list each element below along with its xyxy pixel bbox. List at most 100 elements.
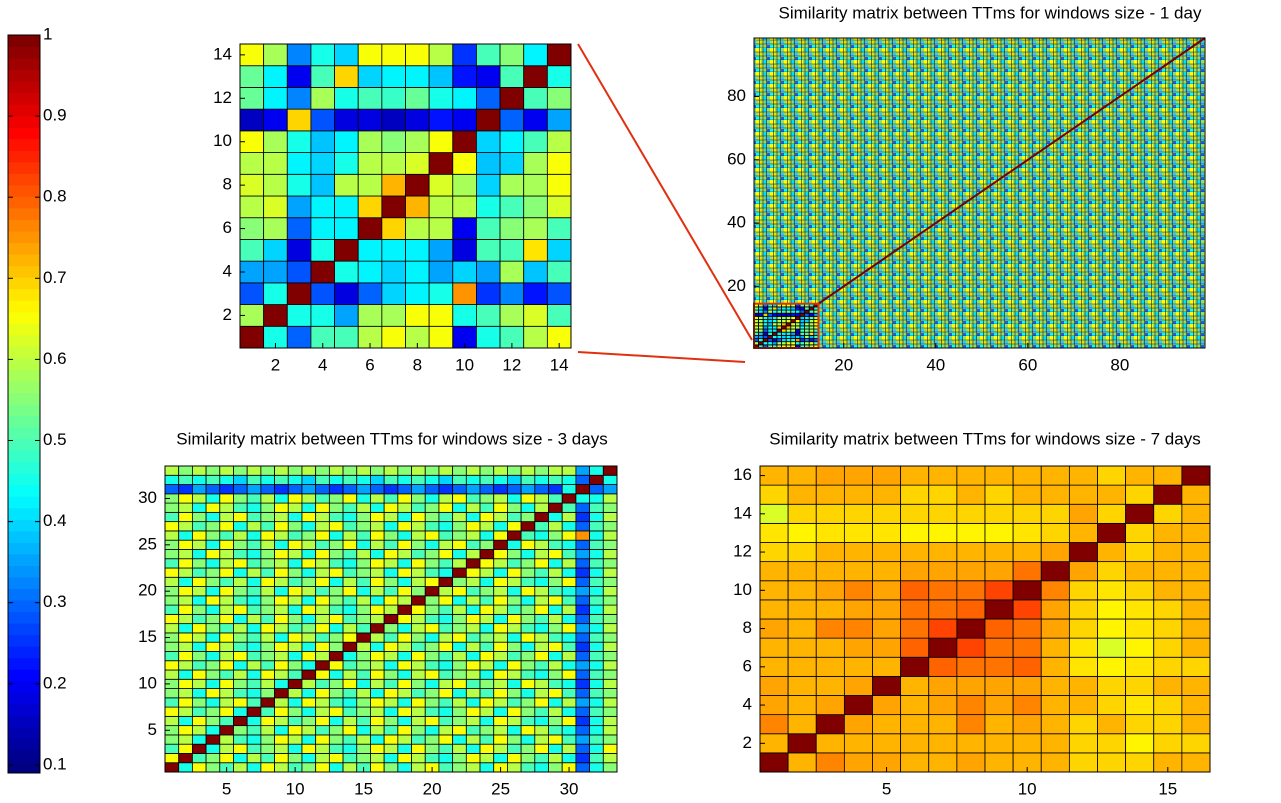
heatmap-cell xyxy=(465,762,481,773)
heatmap-cell xyxy=(1097,695,1127,716)
heatmap-cell xyxy=(246,678,262,689)
heatmap-cell xyxy=(984,484,1014,505)
heatmap-cell xyxy=(767,325,773,330)
heatmap-cell xyxy=(520,762,536,773)
heatmap-cell xyxy=(205,697,221,708)
heatmap-cell xyxy=(287,660,303,671)
heatmap-cell xyxy=(548,558,563,569)
heatmap-cell xyxy=(219,474,234,485)
heatmap-cell xyxy=(424,521,440,532)
heatmap-cell xyxy=(233,623,248,634)
heatmap-cell xyxy=(383,613,399,625)
heatmap-cell xyxy=(397,706,412,717)
heatmap-cell xyxy=(589,549,604,560)
heatmap-cell xyxy=(191,530,207,541)
heatmap-cell xyxy=(219,725,234,736)
heatmap-cell xyxy=(191,725,207,736)
heatmap-cell xyxy=(164,465,180,476)
heatmap-cell xyxy=(246,474,262,485)
heatmap-cell xyxy=(523,152,548,175)
heatmap-cell xyxy=(523,239,548,262)
heatmap-cell xyxy=(872,522,902,543)
heatmap-cell xyxy=(178,511,193,523)
heatmap-cell xyxy=(762,334,769,339)
heatmap-cell xyxy=(205,576,221,587)
heatmap-cell xyxy=(795,312,801,317)
heatmap-cell xyxy=(205,595,221,606)
heatmap-cell xyxy=(984,599,1014,620)
y-tick-label: 6 xyxy=(223,218,232,237)
heatmap-cell xyxy=(286,217,312,240)
colorbar-band xyxy=(8,196,40,209)
heatmap-cell xyxy=(520,651,536,662)
heatmap-cell xyxy=(239,152,265,175)
heatmap-cell xyxy=(452,558,467,569)
heatmap-cell xyxy=(548,678,563,689)
heatmap-cell xyxy=(476,239,501,262)
heatmap-cell xyxy=(287,743,303,754)
heatmap-cell xyxy=(424,734,440,745)
heatmap-cell xyxy=(479,753,495,764)
heatmap-cell xyxy=(795,315,801,320)
heatmap-cell xyxy=(205,586,221,597)
x-tick-label: 80 xyxy=(1110,355,1129,374)
heatmap-cell xyxy=(357,152,383,175)
heatmap-cell xyxy=(1012,618,1042,639)
heatmap-cell xyxy=(762,309,769,314)
heatmap-cell xyxy=(589,688,604,699)
heatmap-cell xyxy=(872,503,902,524)
heatmap-cell xyxy=(397,641,412,652)
heatmap-cell xyxy=(357,87,383,110)
heatmap-cell xyxy=(287,715,303,727)
heatmap-cell xyxy=(246,539,262,550)
heatmap-cell xyxy=(762,328,769,333)
heatmap-cell xyxy=(602,678,618,689)
heatmap-cell xyxy=(356,678,371,689)
heatmap-cell xyxy=(804,306,810,311)
heatmap-cell xyxy=(507,604,522,615)
heatmap-cell xyxy=(479,502,495,513)
heatmap-cell xyxy=(984,637,1014,658)
colorbar-band xyxy=(8,46,40,59)
heatmap-cell xyxy=(233,502,248,513)
heatmap-cell xyxy=(191,669,207,680)
heatmap-cell xyxy=(383,715,399,727)
heatmap-cell xyxy=(438,567,454,578)
heatmap-cell xyxy=(1181,522,1211,543)
heatmap-cell xyxy=(534,511,549,523)
heatmap-cell xyxy=(438,678,454,689)
heatmap-cell xyxy=(928,522,958,543)
heatmap-cell xyxy=(602,651,618,662)
heatmap-cell xyxy=(787,542,817,563)
heatmap-cell xyxy=(191,521,207,532)
heatmap-cell xyxy=(205,660,221,671)
heatmap-cell xyxy=(534,484,549,495)
heatmap-cell xyxy=(534,530,549,541)
heatmap-cell xyxy=(767,341,773,346)
heatmap-cell xyxy=(589,632,604,643)
heatmap-cell xyxy=(301,623,317,634)
heatmap-cell xyxy=(772,309,778,314)
colorbar-band xyxy=(8,623,40,636)
heatmap-cell xyxy=(465,576,481,587)
heatmap-cell xyxy=(767,315,773,320)
heatmap-cell xyxy=(602,660,618,671)
heatmap-cell xyxy=(465,530,481,541)
heatmap-cell xyxy=(1181,561,1211,582)
heatmap-cell xyxy=(507,660,522,671)
heatmap-cell xyxy=(781,341,787,346)
heatmap-cell xyxy=(219,558,234,569)
heatmap-cell xyxy=(260,660,275,671)
heatmap-cell xyxy=(205,502,221,513)
heatmap-cell xyxy=(602,734,618,745)
heatmap-cell xyxy=(411,678,426,689)
heatmap-cell xyxy=(523,65,548,88)
heatmap-cell xyxy=(548,641,563,652)
heatmap-cell xyxy=(785,315,792,320)
heatmap-cell xyxy=(424,474,440,485)
heatmap-cell xyxy=(772,319,778,324)
heatmap-cell xyxy=(411,586,426,597)
heatmap-cell xyxy=(465,521,481,532)
heatmap-cell xyxy=(872,656,902,677)
heatmap-cell xyxy=(233,725,248,736)
